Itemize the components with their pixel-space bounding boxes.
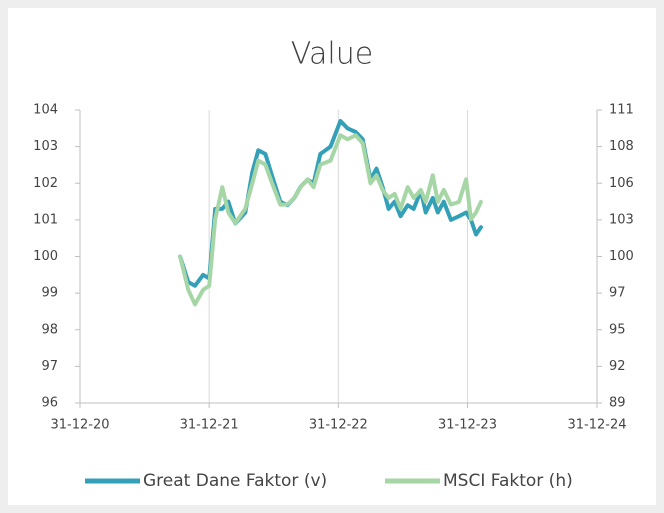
- legend-label: Great Dane Faktor (v): [143, 471, 327, 491]
- y-tick-label: 103: [33, 139, 58, 154]
- y2-tick-label: 92: [609, 359, 626, 374]
- x-tick-label: 31-12-21: [180, 418, 239, 433]
- y-tick-label: 96: [41, 396, 58, 411]
- y2-tick-label: 97: [609, 286, 626, 301]
- y-tick-label: 101: [33, 212, 58, 227]
- x-tick-label: 31-12-23: [438, 418, 497, 433]
- x-tick-label: 31-12-24: [567, 418, 626, 433]
- y2-tick-label: 95: [609, 322, 626, 337]
- x-tick-label: 31-12-22: [309, 418, 368, 433]
- y-tick-label: 104: [33, 103, 58, 118]
- x-tick-label: 31-12-20: [50, 418, 109, 433]
- y-tick-label: 99: [41, 286, 58, 301]
- y2-tick-label: 100: [609, 249, 634, 264]
- series-line: [178, 119, 483, 288]
- y2-tick-label: 108: [609, 139, 634, 154]
- series-line: [178, 133, 483, 307]
- y2-tick-label: 103: [609, 212, 634, 227]
- y-tick-label: 102: [33, 176, 58, 191]
- legend-label: MSCI Faktor (h): [443, 471, 573, 491]
- y-tick-label: 98: [41, 322, 58, 337]
- y-tick-label: 100: [33, 249, 58, 264]
- y2-tick-label: 89: [609, 396, 626, 411]
- y-tick-label: 97: [41, 359, 58, 374]
- chart-title: Value: [291, 37, 373, 72]
- chart-background: [8, 8, 656, 505]
- y2-tick-label: 111: [609, 103, 634, 118]
- y2-tick-label: 106: [609, 176, 634, 191]
